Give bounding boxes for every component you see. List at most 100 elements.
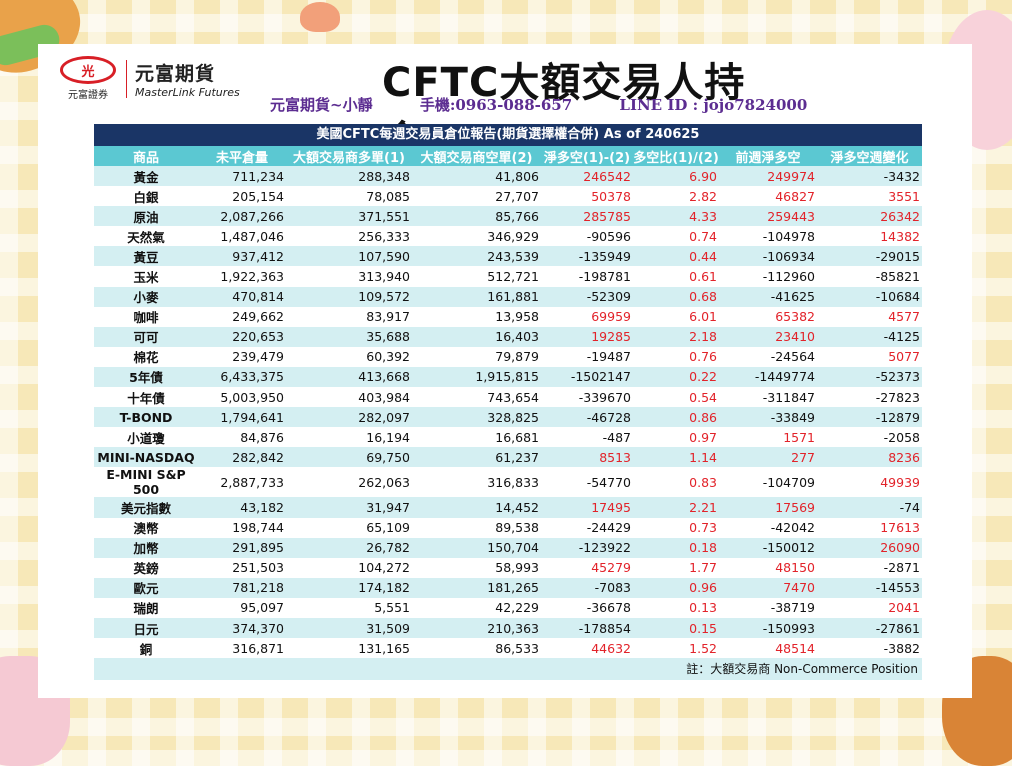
- table-cell: 8236: [817, 447, 922, 468]
- table-row: E-MINI S&P 500 2,887,733 262,063 316,833 -54…: [94, 467, 922, 498]
- table-row: 小麥 470,814 109,572 161,881 -52309 0.68 -41625-…: [94, 286, 922, 307]
- table-cell: 60,392: [286, 346, 412, 367]
- table-cell: 2.18: [633, 326, 719, 347]
- table-cell: 7470: [719, 577, 817, 598]
- table-cell: -1502147: [541, 366, 633, 388]
- table-cell: -24564: [719, 346, 817, 367]
- table-cell: 262,063: [286, 467, 412, 498]
- table-cell: 14382: [817, 226, 922, 247]
- table-row: 黃豆 937,412 107,590 243,539 -135949 0.44 -10693…: [94, 246, 922, 267]
- table-cell: 0.68: [633, 286, 719, 307]
- table-row: 瑞朗 95,097 5,551 42,229 -36678 0.13 -38719 2041: [94, 597, 922, 618]
- table-cell: 19285: [541, 326, 633, 347]
- table-cell: 41,806: [412, 166, 541, 187]
- table-cell: -311847: [719, 387, 817, 408]
- commodity-name: MINI-NASDAQ: [94, 447, 198, 468]
- table-cell: -52373: [817, 366, 922, 388]
- report-card: 光 元富證券 元富期貨 MasterLink Futures CFTC大額交易人…: [38, 44, 972, 698]
- col-header: 多空比(1)/(2): [633, 146, 719, 166]
- table-header-row: 商品 未平倉量 大額交易商多單(1) 大額交易商空單(2) 淨多空(1)-(2)…: [94, 146, 922, 166]
- table-cell: -104978: [719, 226, 817, 247]
- commodity-name: 白銀: [94, 186, 198, 207]
- table-cell: 48514: [719, 638, 817, 659]
- table-cell: 16,194: [286, 427, 412, 448]
- logo-badge: 光 元富證券: [58, 56, 118, 101]
- table-cell: -104709: [719, 467, 817, 498]
- table-cell: 48150: [719, 557, 817, 578]
- table-row: 可可 220,653 35,688 16,403 19285 2.18 23410 -4125: [94, 326, 922, 347]
- table-cell: 1.77: [633, 557, 719, 578]
- commodity-name: T-BOND: [94, 407, 198, 428]
- table-cell: 0.83: [633, 467, 719, 498]
- table-cell: 131,165: [286, 638, 412, 659]
- table-cell: 937,412: [198, 246, 286, 267]
- table-cell: 282,842: [198, 447, 286, 468]
- table-cell: 6.90: [633, 166, 719, 187]
- table-cell: 14,452: [412, 497, 541, 518]
- commodity-name: 歐元: [94, 577, 198, 598]
- table-row: 銅 316,871 131,165 86,533 44632 1.52 48514 -3882: [94, 638, 922, 659]
- table-cell: 42,229: [412, 597, 541, 618]
- table-cell: 285785: [541, 206, 633, 227]
- logo-text: 元富期貨 MasterLink Futures: [135, 59, 240, 99]
- table-cell: 282,097: [286, 407, 412, 428]
- commodity-name: 天然氣: [94, 226, 198, 247]
- table-cell: 16,403: [412, 326, 541, 347]
- table-cell: 17495: [541, 497, 633, 518]
- table-cell: 85,766: [412, 206, 541, 227]
- col-header: 大額交易商多單(1): [286, 146, 412, 166]
- table-row: 天然氣 1,487,046 256,333 346,929 -90596 0.74 -104…: [94, 226, 922, 247]
- table-cell: 58,993: [412, 557, 541, 578]
- logo-divider: [126, 59, 127, 98]
- table-cell: 205,154: [198, 186, 286, 207]
- table-cell: 239,479: [198, 346, 286, 367]
- table-cell: -52309: [541, 286, 633, 307]
- table-cell: 246542: [541, 166, 633, 187]
- table-cell: 26,782: [286, 537, 412, 558]
- table-cell: 512,721: [412, 266, 541, 287]
- commodity-name: E-MINI S&P 500: [94, 467, 198, 498]
- table-cell: 44632: [541, 638, 633, 659]
- table-cell: -2871: [817, 557, 922, 578]
- table-cell: 13,958: [412, 306, 541, 327]
- table-cell: 743,654: [412, 387, 541, 408]
- table-cell: 0.86: [633, 407, 719, 428]
- table-cell: 65382: [719, 306, 817, 327]
- table-cell: 31,947: [286, 497, 412, 518]
- contact-line-id: LINE ID : jojo7824000: [619, 96, 808, 114]
- table-cell: 249,662: [198, 306, 286, 327]
- table-cell: 374,370: [198, 617, 286, 639]
- table-cell: -112960: [719, 266, 817, 287]
- table-cell: 26090: [817, 537, 922, 558]
- table-cell: -12879: [817, 407, 922, 428]
- table-cell: -27861: [817, 617, 922, 639]
- footnote: 註：大額交易商 Non-Commerce Position: [94, 658, 922, 681]
- commodity-name: 棉花: [94, 346, 198, 367]
- table-cell: -27823: [817, 387, 922, 408]
- table-row: 小道瓊 84,876 16,194 16,681 -487 0.97 1571 -2058: [94, 427, 922, 448]
- table-body: 黃金 711,234 288,348 41,806 246542 6.90 249974 -3…: [94, 166, 922, 659]
- table-cell: 0.74: [633, 226, 719, 247]
- table-row: 黃金 711,234 288,348 41,806 246542 6.90 249974 -3…: [94, 166, 922, 187]
- table-cell: 711,234: [198, 166, 286, 187]
- table-cell: 181,265: [412, 577, 541, 598]
- table-cell: 95,097: [198, 597, 286, 618]
- table-cell: 277: [719, 447, 817, 468]
- table-cell: 259443: [719, 206, 817, 227]
- table-cell: 1,915,815: [412, 366, 541, 388]
- table-cell: 328,825: [412, 407, 541, 428]
- table-cell: -33849: [719, 407, 817, 428]
- commodity-name: 可可: [94, 326, 198, 347]
- positions-table: 商品 未平倉量 大額交易商多單(1) 大額交易商空單(2) 淨多空(1)-(2)…: [94, 146, 922, 659]
- table-cell: 2,087,266: [198, 206, 286, 227]
- table-cell: 8513: [541, 447, 633, 468]
- table-cell: 210,363: [412, 617, 541, 639]
- table-cell: 61,237: [412, 447, 541, 468]
- table-cell: -3882: [817, 638, 922, 659]
- brand-name-en: MasterLink Futures: [135, 85, 240, 99]
- commodity-name: 日元: [94, 617, 198, 639]
- table-row: T-BOND 1,794,641 282,097 328,825 -46728 0.86-…: [94, 407, 922, 428]
- table-cell: 109,572: [286, 286, 412, 307]
- logo-oval: 光: [60, 56, 116, 84]
- table-cell: 0.18: [633, 537, 719, 558]
